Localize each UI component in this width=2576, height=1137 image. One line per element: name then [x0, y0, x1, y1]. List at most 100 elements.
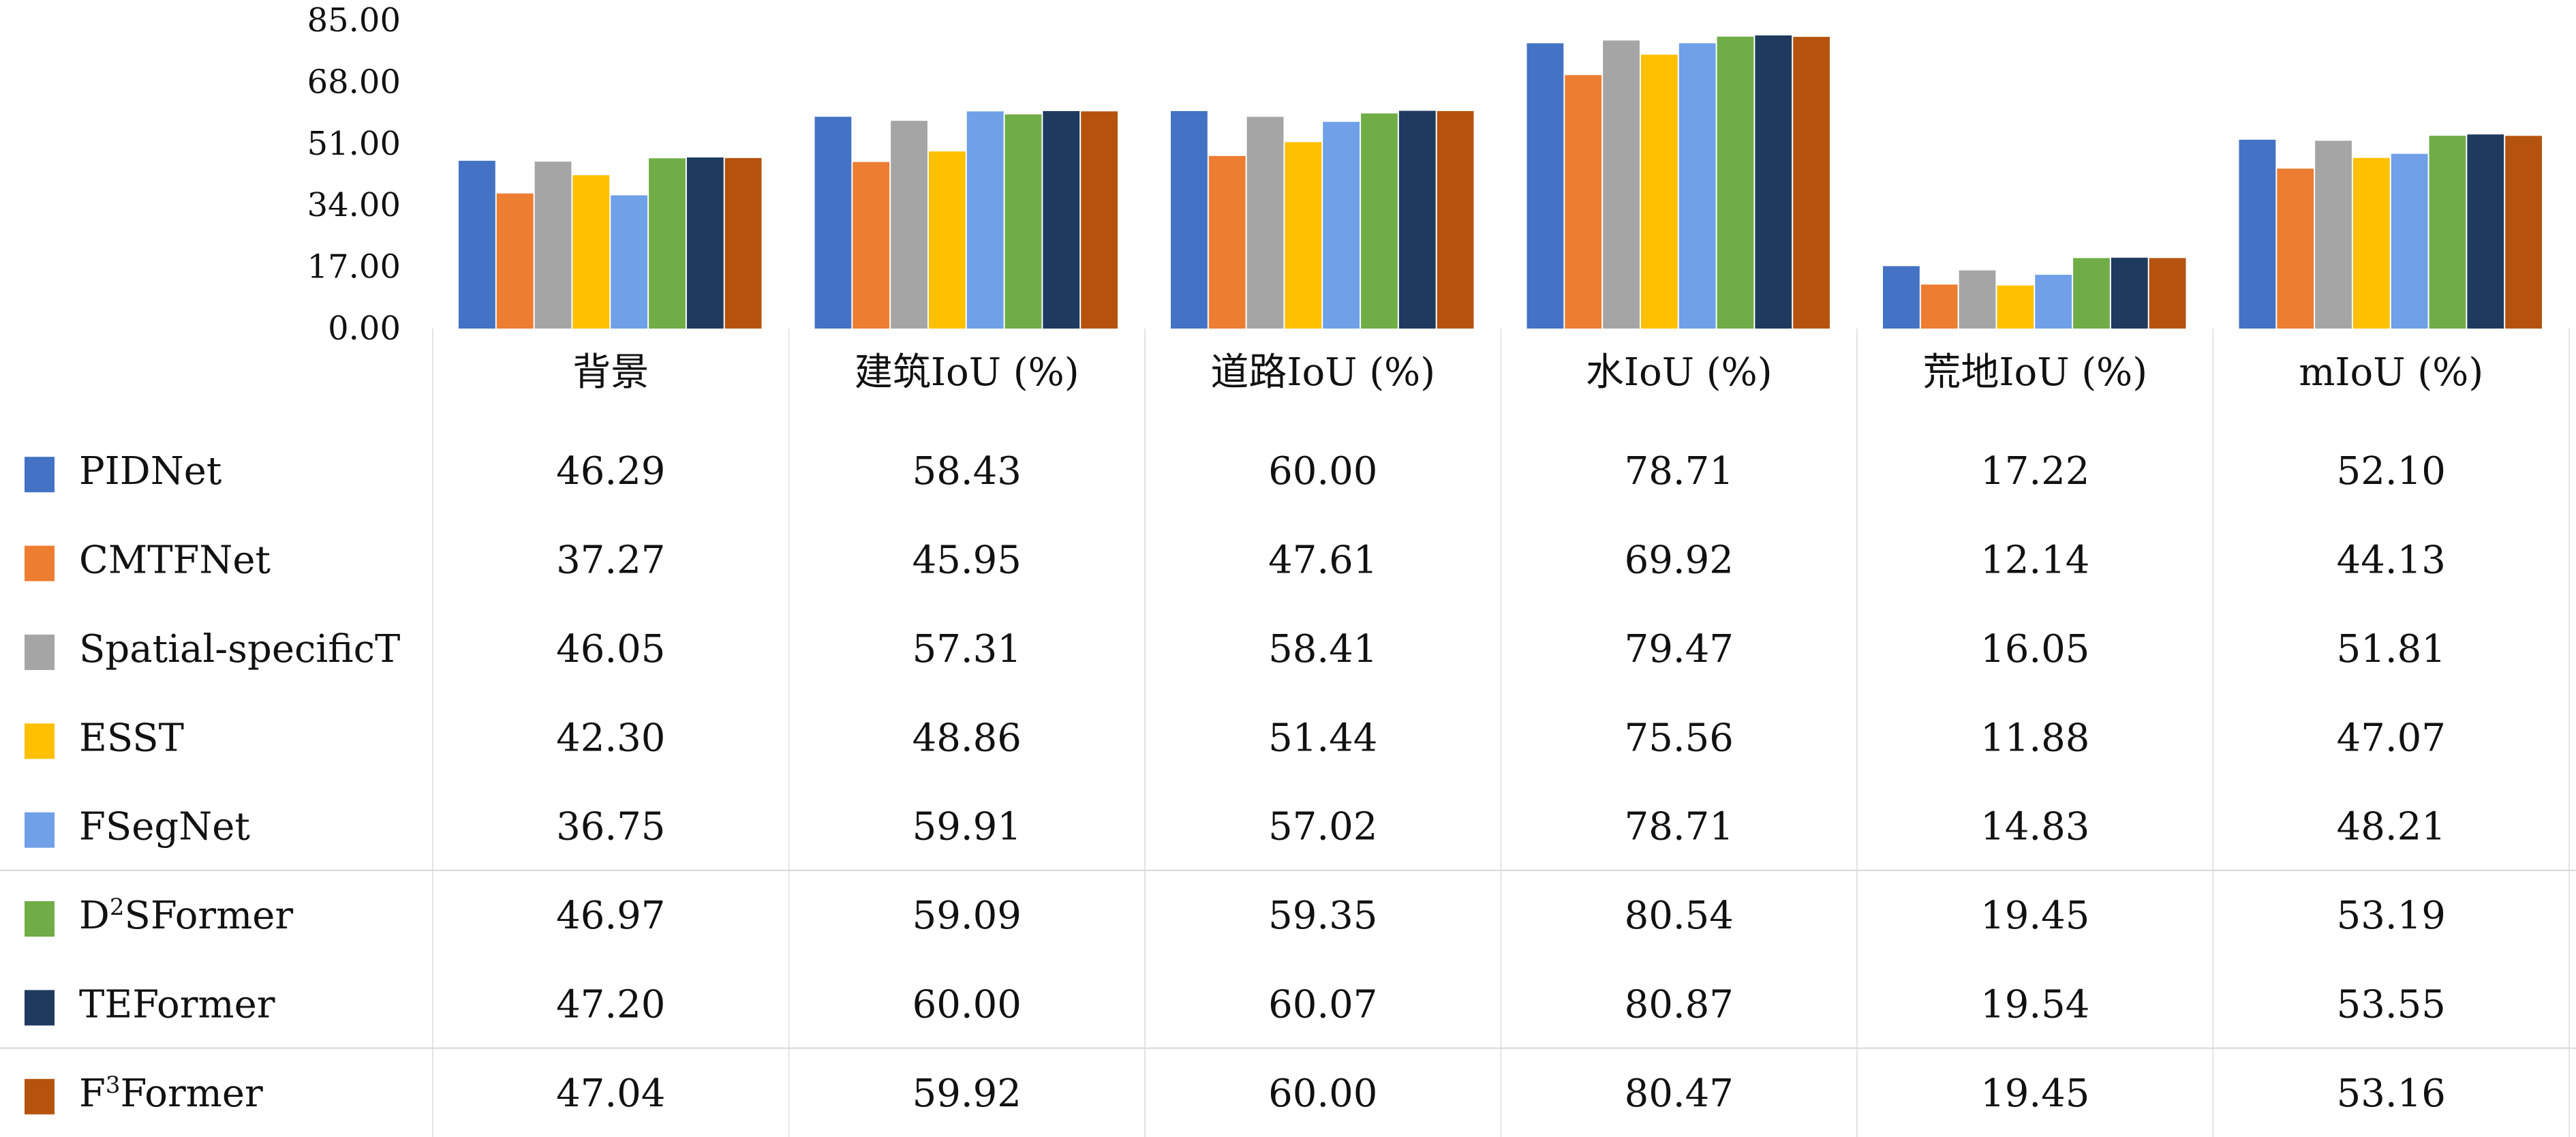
- data-cell: 51.44: [1268, 716, 1377, 760]
- series-label: FSegNet: [79, 805, 250, 849]
- data-cell: 59.91: [913, 805, 1022, 849]
- legend-key: [25, 812, 55, 848]
- data-cell: 47.04: [556, 1072, 665, 1116]
- bar-group: [2239, 134, 2542, 329]
- bar: [1755, 35, 1792, 329]
- data-cell: 78.71: [1625, 805, 1734, 849]
- series-label: TEFormer: [79, 982, 275, 1027]
- data-cell: 51.81: [2337, 627, 2446, 671]
- data-table-gridlines: [0, 329, 2576, 1137]
- series-label: CMTFNet: [79, 539, 271, 583]
- data-cell: 69.92: [1625, 539, 1734, 583]
- bar: [1527, 43, 1564, 329]
- bar: [1398, 110, 1436, 329]
- y-tick-label: 85.00: [307, 1, 401, 40]
- bar: [928, 151, 966, 329]
- y-tick-label: 34.00: [307, 186, 401, 224]
- table-row: FSegNet 36.75 59.91 57.02 78.71 14.83 48.21: [25, 805, 2446, 849]
- bar: [649, 158, 686, 329]
- data-cell: 58.41: [1268, 627, 1377, 671]
- bar: [1793, 37, 1830, 329]
- data-cell: 47.20: [556, 982, 665, 1027]
- data-cell: 17.22: [1980, 449, 2089, 494]
- bar: [1678, 43, 1716, 329]
- bar: [1246, 117, 1284, 329]
- data-cell: 59.09: [913, 894, 1022, 938]
- series-label: D2SFormer: [79, 894, 293, 938]
- legend-key: [25, 457, 55, 493]
- data-cell: 36.75: [556, 805, 665, 849]
- bar: [1883, 266, 1920, 329]
- table-row: D2SFormer 46.97 59.09 59.35 80.54 19.45 53.19: [25, 894, 2446, 938]
- bar: [1285, 142, 1322, 329]
- bar: [1640, 55, 1678, 329]
- bar: [2505, 136, 2542, 329]
- table-row: Spatial-specificT 46.05 57.31 58.41 79.47 16.…: [25, 627, 2446, 671]
- data-cell: 19.45: [1980, 894, 2089, 938]
- bar: [686, 157, 724, 329]
- data-cell: 46.05: [556, 627, 665, 671]
- table-row: ESST 42.30 48.86 51.44 75.56 11.88 47.07: [25, 716, 2446, 760]
- bar: [1565, 75, 1602, 329]
- y-tick-label: 68.00: [307, 63, 401, 101]
- series-label: PIDNet: [79, 449, 222, 494]
- data-cell: 60.00: [913, 982, 1022, 1027]
- bar: [1043, 110, 1080, 329]
- bar: [2467, 134, 2504, 329]
- data-cell: 53.19: [2337, 894, 2446, 938]
- data-cell: 78.71: [1625, 449, 1734, 494]
- bar-groups: [459, 35, 2542, 329]
- bar-group: [1527, 35, 1830, 329]
- bar-group: [1883, 258, 2186, 329]
- bar: [966, 111, 1004, 329]
- bar: [1005, 114, 1042, 329]
- bar: [2277, 168, 2314, 329]
- y-tick-label: 17.00: [307, 248, 401, 286]
- data-cell: 53.55: [2337, 982, 2446, 1027]
- bar: [1920, 284, 1958, 329]
- bar: [891, 121, 927, 329]
- bar: [611, 195, 648, 329]
- category-header: 水IoU (%): [1586, 350, 1773, 395]
- data-cell: 60.07: [1268, 982, 1377, 1027]
- bar-group: [1171, 110, 1474, 329]
- data-table-header-row: 背景 建筑IoU (%) 道路IoU (%) 水IoU (%) 荒地IoU (%) mIo…: [572, 350, 2483, 395]
- bar: [1208, 155, 1246, 329]
- data-cell: 80.54: [1625, 894, 1734, 938]
- category-header: 道路IoU (%): [1210, 350, 1435, 395]
- data-cell: 58.43: [913, 449, 1022, 494]
- data-cell: 19.45: [1980, 1072, 2089, 1116]
- bar: [572, 175, 610, 329]
- bar: [1959, 270, 1996, 329]
- table-row: PIDNet 46.29 58.43 60.00 78.71 17.22 52.10: [25, 449, 2446, 494]
- series-label: ESST: [79, 716, 184, 760]
- data-cell: 80.47: [1625, 1072, 1734, 1116]
- data-cell: 16.05: [1980, 627, 2089, 671]
- bar: [2149, 258, 2186, 329]
- bar: [1361, 113, 1398, 329]
- bar: [2035, 275, 2072, 329]
- data-cell: 14.83: [1980, 805, 2089, 849]
- bar-group: [814, 110, 1118, 329]
- data-cell: 47.07: [2337, 716, 2446, 760]
- table-row: TEFormer 47.20 60.00 60.07 80.87 19.54 53.55: [25, 982, 2446, 1027]
- data-cell: 12.14: [1980, 539, 2089, 583]
- bar: [2315, 140, 2352, 329]
- data-cell: 59.35: [1268, 894, 1377, 938]
- category-header: 荒地IoU (%): [1922, 350, 2147, 395]
- bar: [814, 117, 852, 329]
- legend-key: [25, 545, 55, 581]
- data-cell: 80.87: [1625, 982, 1734, 1027]
- legend-key: [25, 1078, 55, 1115]
- data-cell: 52.10: [2337, 449, 2446, 494]
- data-cell: 75.56: [1625, 716, 1734, 760]
- category-header: 建筑IoU (%): [855, 350, 1079, 395]
- bar: [2429, 136, 2466, 329]
- bar-group: [459, 157, 762, 329]
- bar: [2073, 258, 2110, 329]
- y-tick-label: 51.00: [307, 125, 401, 163]
- bar: [459, 160, 495, 329]
- bar: [1323, 121, 1360, 329]
- bar: [853, 162, 890, 329]
- category-header: mIoU (%): [2299, 350, 2483, 395]
